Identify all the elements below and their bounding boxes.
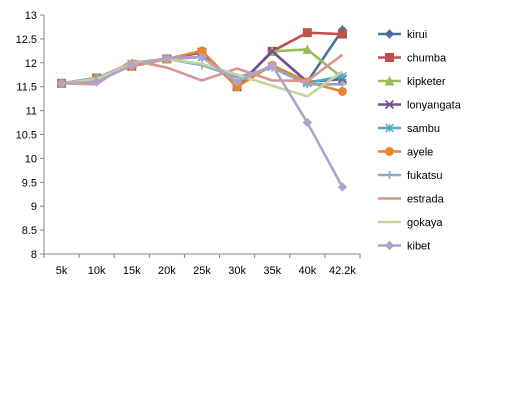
data-point-lonyangata xyxy=(267,46,277,56)
y-tick-label: 10.5 xyxy=(16,130,37,142)
data-point-kibet xyxy=(56,78,67,89)
data-point-ayele xyxy=(337,86,347,96)
legend-item-lonyangata: lonyangata xyxy=(378,100,462,112)
legend-label: sambu xyxy=(407,123,440,135)
legend-item-chumba: chumba xyxy=(378,53,447,65)
legend-label: gokaya xyxy=(407,217,443,229)
axes: 8 8.5 9 9.5 10 10.5 11 11.5 12 12.5 13 5k 10k 15k 20k 2… xyxy=(16,10,361,277)
legend-label: kirui xyxy=(407,29,427,41)
y-tick-label: 10 xyxy=(25,153,37,165)
data-point-kibet xyxy=(337,182,348,192)
legend-marker xyxy=(384,29,395,39)
legend-marker xyxy=(385,123,394,133)
series-kibet xyxy=(56,52,348,192)
legend-label: ayele xyxy=(407,147,433,159)
data-point-kibet xyxy=(267,60,277,70)
data-point-kibet xyxy=(127,60,137,70)
y-tick-label: 9 xyxy=(31,201,37,213)
legend-label: kibet xyxy=(407,241,430,253)
data-point-chumba xyxy=(337,29,347,39)
data-point-kibet xyxy=(232,77,242,87)
legend-item-gokaya: gokaya xyxy=(378,217,443,229)
legend-marker xyxy=(385,53,394,62)
legend-marker xyxy=(384,240,395,251)
x-tick-label: 20k xyxy=(158,265,176,277)
data-point-fukatsu xyxy=(338,80,347,89)
x-tick-label: 35k xyxy=(263,265,281,277)
x-tick-label: 10k xyxy=(88,265,106,277)
legend-marker xyxy=(384,75,395,86)
legend-label: kipketer xyxy=(407,76,446,88)
plot-area xyxy=(56,25,348,192)
legend-marker xyxy=(385,147,394,156)
y-tick-label: 13 xyxy=(25,10,37,22)
data-point-kipketer xyxy=(302,44,313,54)
x-tick-label: 15k xyxy=(123,265,141,277)
series-line-gokaya xyxy=(61,57,344,98)
y-tick-label: 11.5 xyxy=(16,82,37,94)
legend-marker xyxy=(385,171,394,179)
legend-item-kibet: kibet xyxy=(378,241,430,253)
legend-item-fukatsu: fukatsu xyxy=(378,170,442,182)
x-tick-label: 30k xyxy=(228,265,246,277)
y-tick-label: 12.5 xyxy=(16,34,37,46)
legend-item-sambu: sambu xyxy=(378,123,440,135)
legend-item-kirui: kirui xyxy=(378,29,427,41)
data-point-kibet xyxy=(162,53,172,63)
legend-label: fukatsu xyxy=(407,170,442,182)
data-point-chumba xyxy=(302,28,312,38)
legend-item-ayele: ayele xyxy=(378,147,433,159)
x-tick-label: 5k xyxy=(56,265,68,277)
series-gokaya xyxy=(61,57,344,98)
data-point-kibet xyxy=(197,52,207,62)
y-tick-label: 9.5 xyxy=(22,177,37,189)
legend-label: estrada xyxy=(407,194,445,206)
legend: kirui chumba kipketer lonyangata sambu ayele f… xyxy=(378,29,462,253)
legend-label: lonyangata xyxy=(407,100,462,112)
legend-item-kipketer: kipketer xyxy=(378,75,446,88)
x-tick-label: 40k xyxy=(298,265,316,277)
legend-item-estrada: estrada xyxy=(378,194,445,206)
y-tick-label: 8.5 xyxy=(22,225,37,237)
data-point-kibet xyxy=(91,77,102,87)
y-tick-label: 12 xyxy=(25,58,37,70)
y-tick-label: 11 xyxy=(26,106,37,118)
x-tick-label: 25k xyxy=(193,265,211,277)
data-point-kibet xyxy=(302,117,313,128)
x-tick-label: 42.2k xyxy=(329,265,356,277)
y-tick-label: 8 xyxy=(31,249,37,261)
legend-label: chumba xyxy=(407,53,447,65)
legend-marker xyxy=(384,99,395,110)
